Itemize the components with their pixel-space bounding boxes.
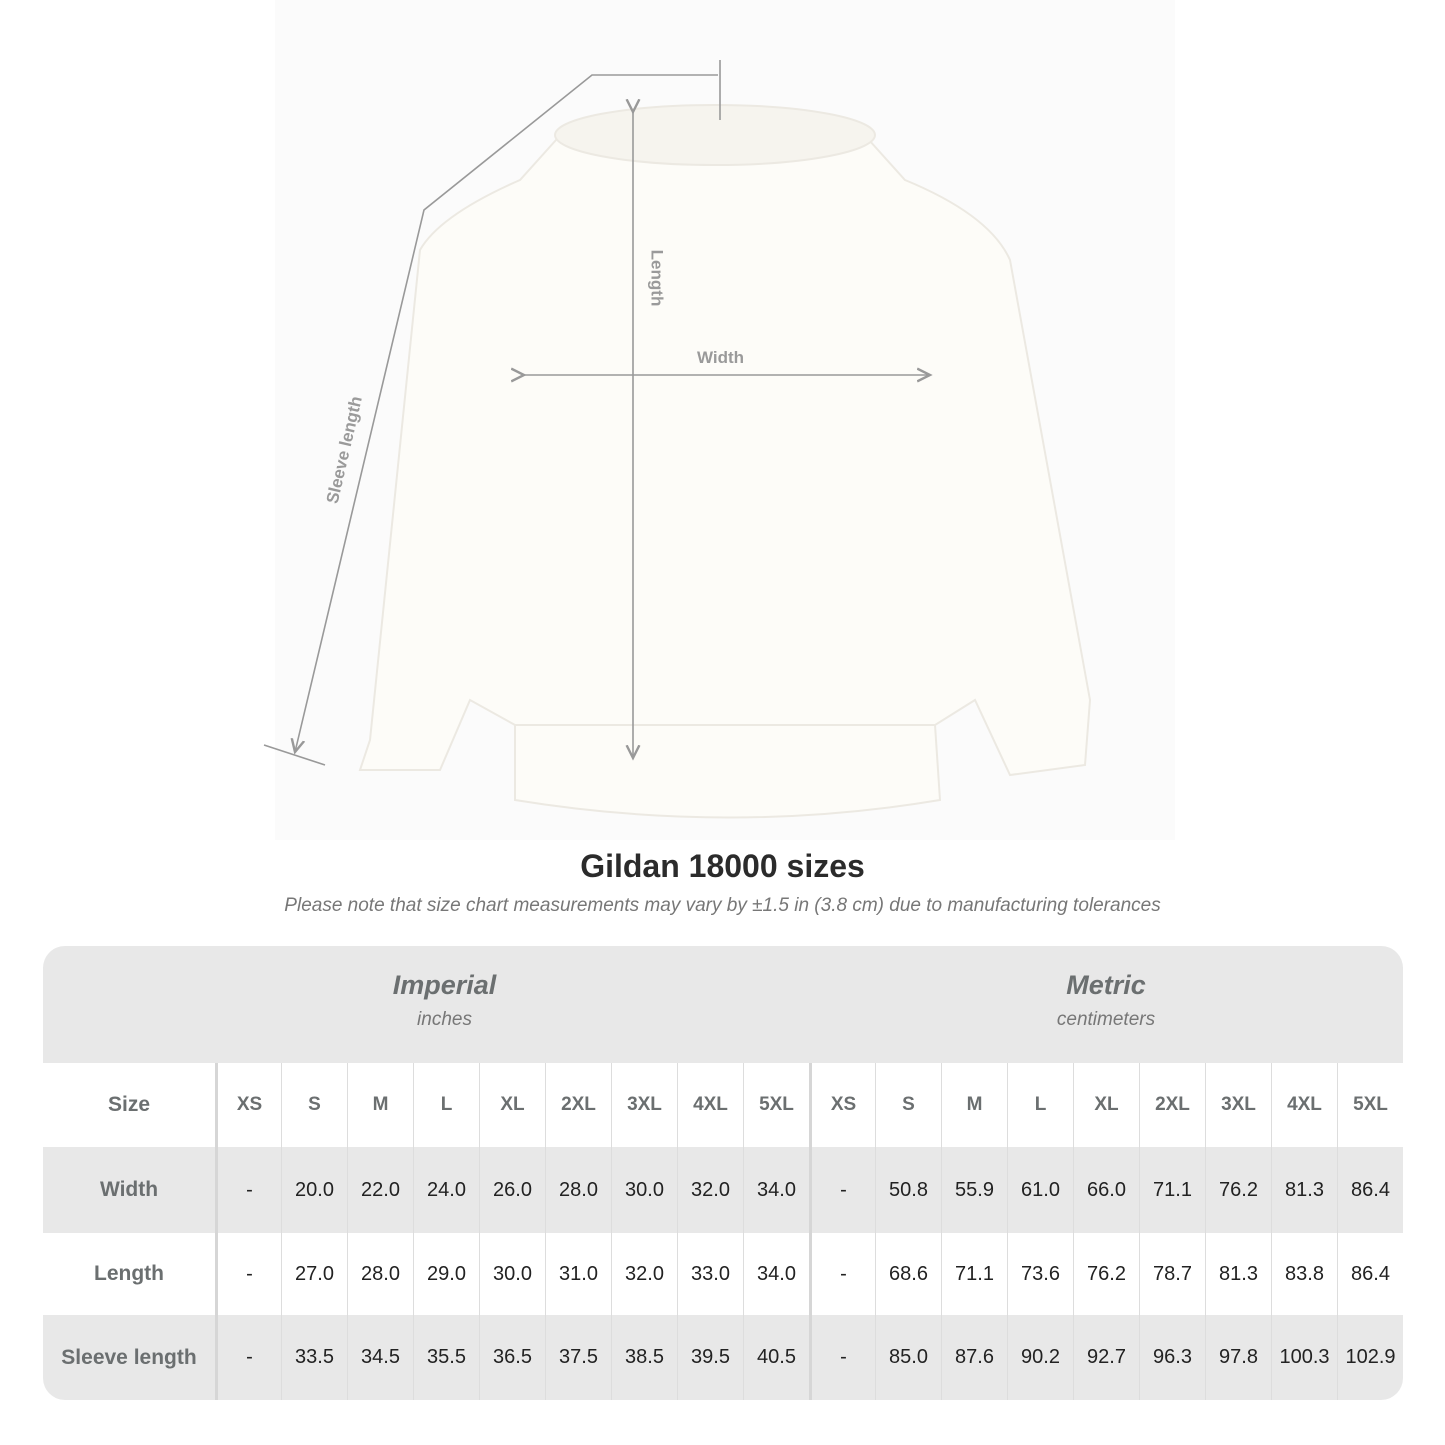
length-label: Length: [647, 249, 667, 307]
size-header-cell: M: [347, 1063, 413, 1147]
value-cell: 40.5: [743, 1315, 809, 1400]
value-cell: 34.5: [347, 1315, 413, 1400]
value-cell: -: [809, 1233, 875, 1315]
table-row: Length -27.0 28.0 29.0 30.0 31.0 32.0 33.0 34.0-…: [43, 1233, 1403, 1315]
row-label: Width: [99, 1178, 159, 1201]
value-cell: -: [809, 1147, 875, 1233]
size-header-cell: 4XL: [677, 1063, 743, 1147]
table-row: Sleeve length -33.5 34.5 35.5 36.5 37.5 38.5 39…: [43, 1315, 1403, 1400]
value-cell: 102.9: [1337, 1315, 1403, 1400]
size-header-cell: L: [1007, 1063, 1073, 1147]
value-cell: 55.9: [941, 1147, 1007, 1233]
size-header-cell: 2XL: [545, 1063, 611, 1147]
value-cell: 31.0: [545, 1233, 611, 1315]
page-title: Gildan 18000 sizes: [580, 848, 865, 884]
size-chart-table: Imperial inches Metric centimeters Size XS S…: [43, 946, 1403, 1400]
value-cell: 36.5: [479, 1315, 545, 1400]
value-cell: 28.0: [347, 1233, 413, 1315]
value-cell: 37.5: [545, 1315, 611, 1400]
tolerance-note: Please note that size chart measurements…: [284, 895, 1161, 916]
value-cell: -: [215, 1147, 281, 1233]
value-cell: 83.8: [1271, 1233, 1337, 1315]
size-header-cell: 2XL: [1139, 1063, 1205, 1147]
value-cell: 30.0: [479, 1233, 545, 1315]
width-label: Width: [697, 348, 745, 367]
size-header-cell: 3XL: [611, 1063, 677, 1147]
value-cell: 86.4: [1337, 1147, 1403, 1233]
value-cell: 71.1: [1139, 1147, 1205, 1233]
value-cell: 76.2: [1073, 1233, 1139, 1315]
value-cell: 61.0: [1007, 1147, 1073, 1233]
value-cell: 78.7: [1139, 1233, 1205, 1315]
value-cell: 85.0: [875, 1315, 941, 1400]
value-cell: 87.6: [941, 1315, 1007, 1400]
value-cell: 100.3: [1271, 1315, 1337, 1400]
size-header-cell: M: [941, 1063, 1007, 1147]
value-cell: 96.3: [1139, 1315, 1205, 1400]
value-cell: 73.6: [1007, 1233, 1073, 1315]
value-cell: 27.0: [281, 1233, 347, 1315]
value-cell: 22.0: [347, 1147, 413, 1233]
size-header-cell: XL: [1073, 1063, 1139, 1147]
value-cell: 20.0: [281, 1147, 347, 1233]
sleeve-length-line: [295, 74, 718, 752]
size-header-cell: 5XL: [743, 1063, 809, 1147]
value-cell: 81.3: [1271, 1147, 1337, 1233]
value-cell: 35.5: [413, 1315, 479, 1400]
value-cell: 30.0: [611, 1147, 677, 1233]
value-cell: 90.2: [1007, 1315, 1073, 1400]
size-header-cell: S: [875, 1063, 941, 1147]
value-cell: 68.6: [875, 1233, 941, 1315]
row-label: Sleeve length: [61, 1345, 197, 1369]
value-cell: 71.1: [941, 1233, 1007, 1315]
value-cell: 28.0: [545, 1147, 611, 1233]
size-header-cell: XS: [809, 1063, 875, 1147]
value-cell: -: [215, 1315, 281, 1400]
value-cell: 66.0: [1073, 1147, 1139, 1233]
value-cell: 32.0: [677, 1147, 743, 1233]
value-cell: -: [215, 1233, 281, 1315]
size-header-cell: 4XL: [1271, 1063, 1337, 1147]
sweatshirt-illustration: [263, 60, 1092, 819]
value-cell: 97.8: [1205, 1315, 1271, 1400]
value-cell: 33.0: [677, 1233, 743, 1315]
value-cell: 33.5: [281, 1315, 347, 1400]
size-header-cell: L: [413, 1063, 479, 1147]
value-cell: 38.5: [611, 1315, 677, 1400]
metric-header: Metric centimeters: [1056, 970, 1156, 1030]
value-cell: 76.2: [1205, 1147, 1271, 1233]
size-header-cell: XL: [479, 1063, 545, 1147]
value-cell: 81.3: [1205, 1233, 1271, 1315]
size-header-cell: 5XL: [1337, 1063, 1403, 1147]
value-cell: 34.0: [743, 1233, 809, 1315]
size-header-cell: 3XL: [1205, 1063, 1271, 1147]
value-cell: 86.4: [1337, 1233, 1403, 1315]
value-cell: 29.0: [413, 1233, 479, 1315]
table-row: Width -20.0 22.0 24.0 26.0 28.0 30.0 32.0 34.0-5…: [43, 1147, 1403, 1233]
value-cell: 34.0: [743, 1147, 809, 1233]
value-cell: 39.5: [677, 1315, 743, 1400]
row-label: Length: [94, 1262, 164, 1285]
row-label: Size: [107, 1093, 151, 1116]
size-header-row: Size XS S M L XL 2XL 3XL 4XL 5XL XS S M L XL 2XL 3XL 4XL 5…: [43, 1063, 1403, 1147]
imperial-header: Imperial inches: [392, 970, 497, 1030]
size-header-cell: XS: [215, 1063, 281, 1147]
size-header-cell: S: [281, 1063, 347, 1147]
value-cell: -: [809, 1315, 875, 1400]
value-cell: 26.0: [479, 1147, 545, 1233]
value-cell: 50.8: [875, 1147, 941, 1233]
value-cell: 24.0: [413, 1147, 479, 1233]
value-cell: 92.7: [1073, 1315, 1139, 1400]
value-cell: 32.0: [611, 1233, 677, 1315]
